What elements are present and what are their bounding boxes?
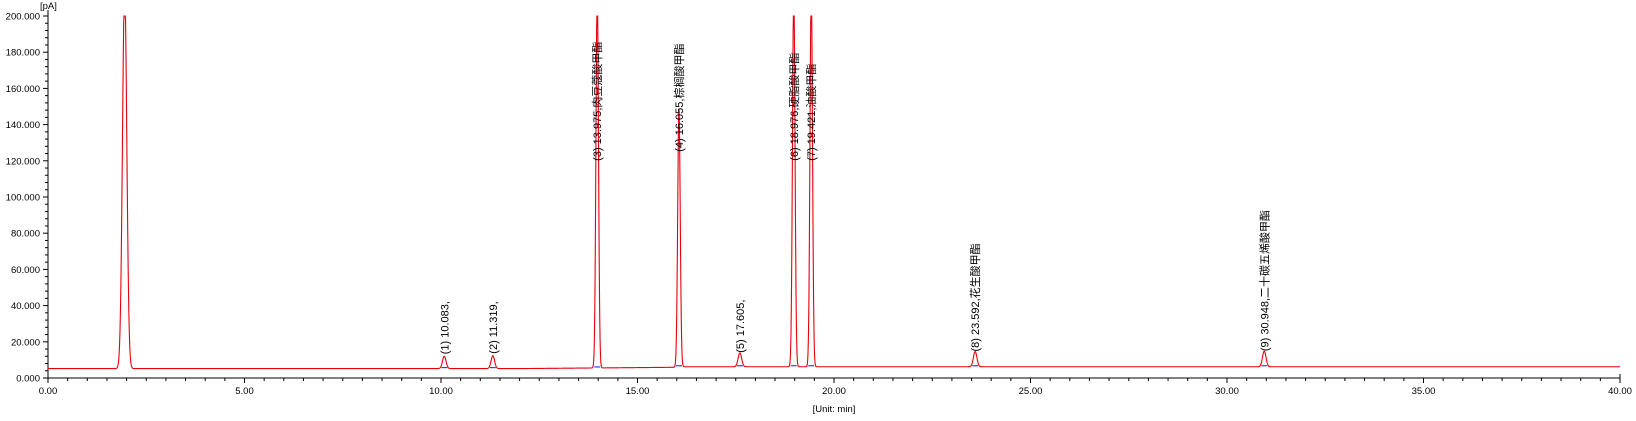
peak-label: (7) 19.421,油酸甲酯 <box>804 64 818 161</box>
chromatogram-trace <box>48 15 1620 370</box>
x-tick-label: 15.00 <box>626 386 650 397</box>
y-tick-label: 40.000 <box>11 301 40 312</box>
x-unit-label: [Unit: min] <box>813 404 856 415</box>
peak-label: (6) 18.976,硬脂酸甲酯 <box>787 53 801 161</box>
peak-label: (5) 17.605, <box>735 300 747 353</box>
x-tick-label: 25.00 <box>1019 386 1043 397</box>
peak-label: (8) 23.592,花生酸甲酯 <box>968 243 982 351</box>
y-unit-label: [pA] <box>40 1 57 12</box>
x-tick-label: 10.00 <box>429 386 453 397</box>
y-tick-label: 120.000 <box>6 156 40 167</box>
y-ticks: 0.000 20.000 40.000 60.000 80.000 100.000 120.… <box>6 12 48 385</box>
axes <box>47 10 1621 382</box>
peak-label: (1) 10.083, <box>439 301 451 354</box>
peak-label: (3) 13.975,肉豆蔻酸甲酯 <box>590 42 604 161</box>
peak-markers <box>441 365 1268 369</box>
peak-labels: (1) 10.083, (2) 11.319, (3) 13.975,肉豆蔻酸甲酯 (… <box>439 42 1271 355</box>
x-tick-label: 35.00 <box>1412 386 1436 397</box>
y-tick-label: 160.000 <box>6 84 40 95</box>
y-tick-label: 100.000 <box>6 193 40 204</box>
x-tick-label: 40.00 <box>1608 386 1632 397</box>
y-tick-label: 0.000 <box>16 374 40 385</box>
peak-label: (2) 11.319, <box>488 301 500 353</box>
y-tick-label: 200.000 <box>6 12 40 23</box>
peak-label: (4) 16.055,棕榈酸甲酯 <box>672 44 686 152</box>
y-tick-label: 140.000 <box>6 120 40 131</box>
y-tick-label: 60.000 <box>11 265 40 276</box>
x-tick-label: 30.00 <box>1215 386 1239 397</box>
x-tick-label: 5.00 <box>235 386 254 397</box>
y-tick-label: 180.000 <box>6 48 40 59</box>
y-tick-label: 80.000 <box>11 229 40 240</box>
y-tick-label: 20.000 <box>11 337 40 348</box>
x-tick-label: 0.00 <box>39 386 58 397</box>
x-ticks: 0.00 5.00 10.00 15.00 20.00 25.00 30.00 35.00 40… <box>39 378 1632 397</box>
x-tick-label: 20.00 <box>822 386 846 397</box>
peak-label: (9) 30.948,二十碳五烯酸甲酯 <box>1257 210 1271 351</box>
